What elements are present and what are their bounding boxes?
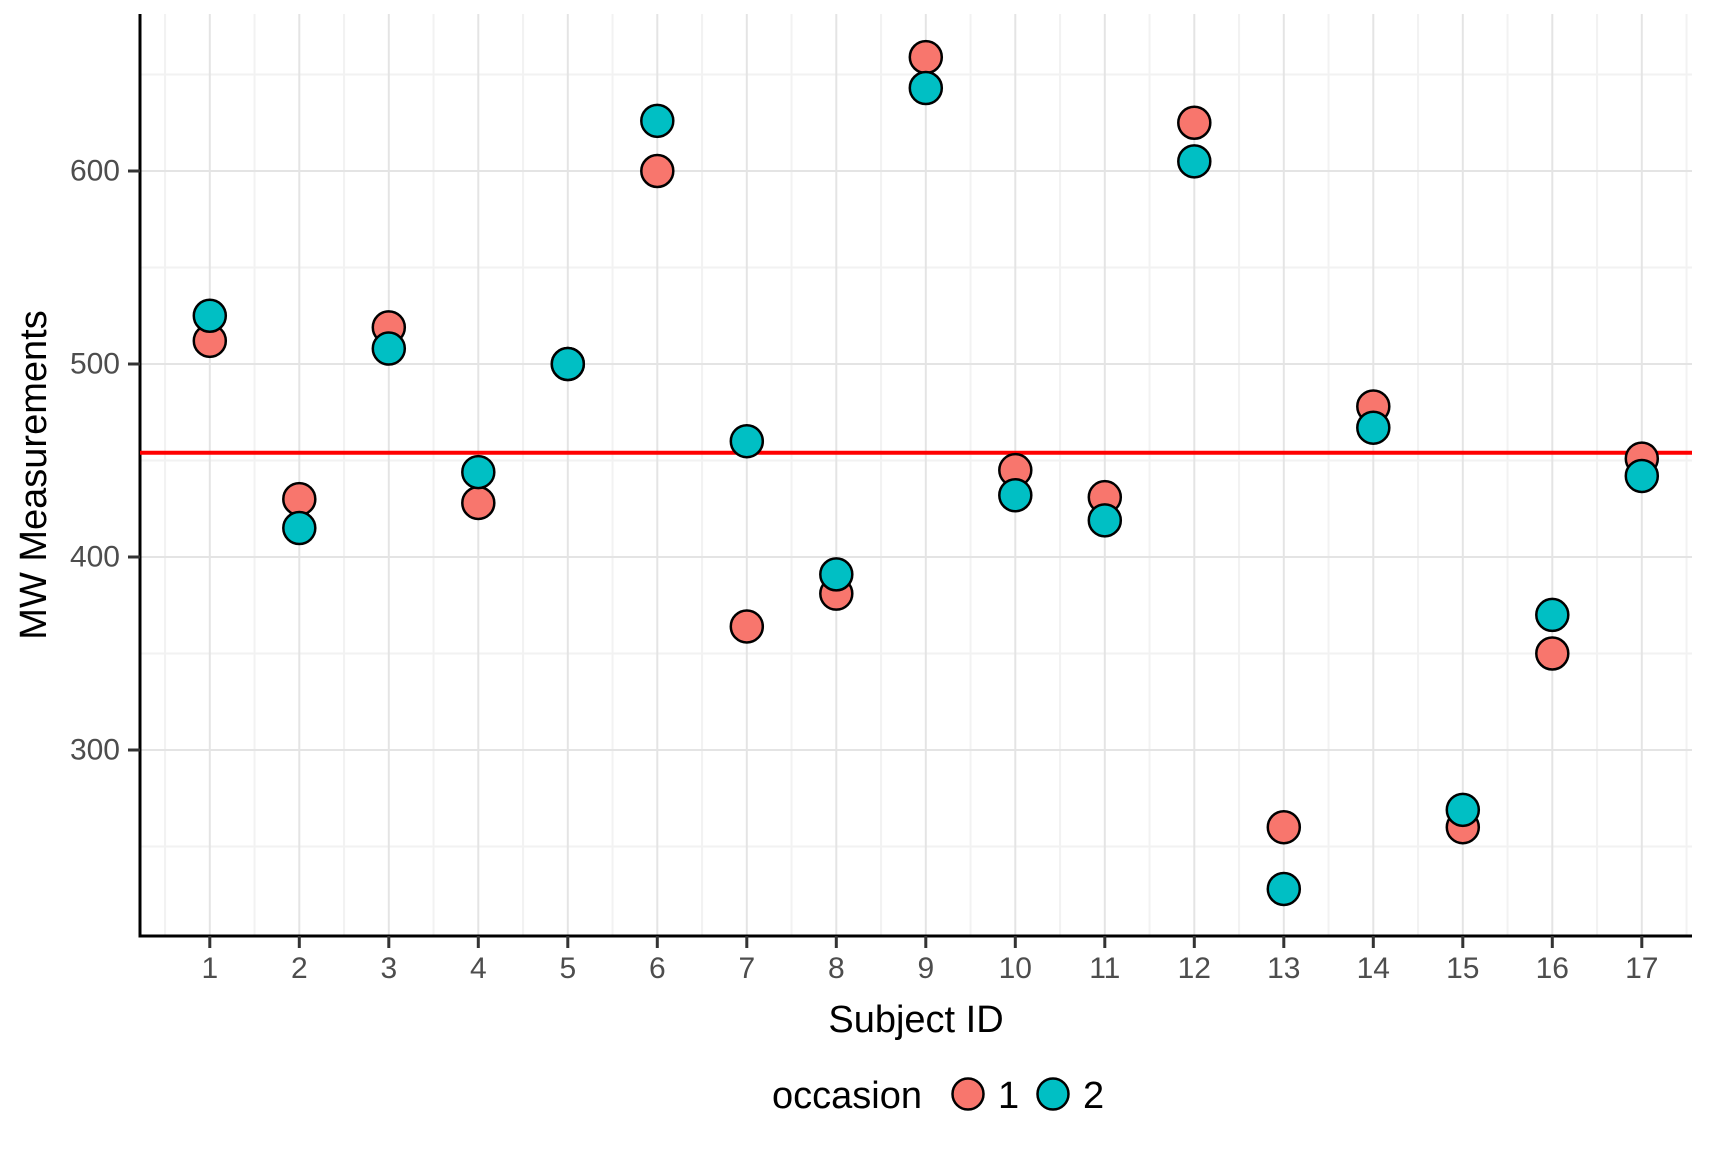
x-tick-label: 3: [380, 952, 397, 985]
data-point-subject15-occasion2: [1445, 792, 1481, 828]
data-point-subject7-occasion1: [729, 609, 765, 644]
data-points-layer: [192, 39, 1660, 907]
data-point-subject9-occasion1: [908, 39, 944, 75]
data-point-subject4-occasion2: [461, 454, 496, 490]
x-tick-label: 1: [201, 952, 218, 985]
data-point-subject11-occasion2: [1087, 503, 1123, 538]
legend-label-occasion-1: 1: [998, 1075, 1019, 1117]
data-point-subject17-occasion2: [1624, 458, 1660, 494]
x-tick-label: 8: [828, 952, 845, 985]
x-tick-label: 9: [917, 952, 934, 985]
y-tick-label: 500: [70, 348, 120, 381]
data-point-subject3-occasion2: [371, 331, 407, 366]
legend: occasion 1 2: [772, 1075, 1104, 1117]
x-tick-label: 17: [1625, 952, 1658, 985]
legend-label-occasion-2: 2: [1083, 1075, 1104, 1117]
data-point-subject2-occasion1: [282, 481, 317, 517]
legend-key-occasion-1: [951, 1077, 985, 1111]
data-point-subject14-occasion2: [1356, 410, 1391, 445]
data-point-subject16-occasion1: [1535, 636, 1570, 671]
data-point-subject5-occasion2: [550, 346, 586, 382]
data-point-subject9-occasion2: [908, 70, 944, 106]
x-tick-label: 2: [291, 952, 308, 985]
x-tick-label: 14: [1357, 952, 1390, 985]
data-point-subject8-occasion2: [819, 557, 854, 592]
x-tick-label: 7: [738, 952, 755, 985]
x-tick-label: 10: [999, 952, 1032, 985]
y-tick-label: 300: [70, 734, 120, 767]
gridlines-minor: [140, 14, 1692, 936]
data-point-subject13-occasion2: [1266, 871, 1302, 907]
x-tick-label: 12: [1178, 952, 1211, 985]
data-point-subject12-occasion2: [1177, 144, 1212, 179]
data-point-subject6-occasion1: [640, 153, 675, 189]
axis-ticks: [128, 169, 1644, 948]
axis-lines: [138, 14, 1692, 938]
x-tick-label: 16: [1536, 952, 1569, 985]
data-point-subject16-occasion2: [1535, 597, 1570, 633]
data-point-subject12-occasion1: [1177, 105, 1212, 140]
legend-title: occasion: [772, 1075, 922, 1117]
data-point-subject7-occasion2: [729, 423, 765, 459]
x-tick-label: 11: [1089, 952, 1120, 985]
x-tick-label: 5: [559, 952, 576, 985]
y-axis-title: MW Measurements: [13, 310, 55, 639]
data-point-subject1-occasion2: [192, 298, 228, 333]
data-point-subject10-occasion2: [998, 477, 1033, 513]
x-tick-label: 6: [649, 952, 666, 985]
y-tick-label: 400: [70, 541, 120, 574]
x-tick-label: 4: [470, 952, 487, 985]
legend-key-occasion-2: [1036, 1077, 1070, 1111]
data-point-subject6-occasion2: [640, 103, 675, 139]
data-point-subject13-occasion1: [1266, 809, 1302, 845]
data-point-subject2-occasion2: [282, 510, 317, 546]
x-axis-title: Subject ID: [828, 999, 1003, 1041]
x-tick-label: 15: [1446, 952, 1479, 985]
x-tick-label: 13: [1267, 952, 1300, 985]
data-point-subject4-occasion1: [461, 485, 496, 521]
y-tick-label: 600: [70, 155, 120, 188]
